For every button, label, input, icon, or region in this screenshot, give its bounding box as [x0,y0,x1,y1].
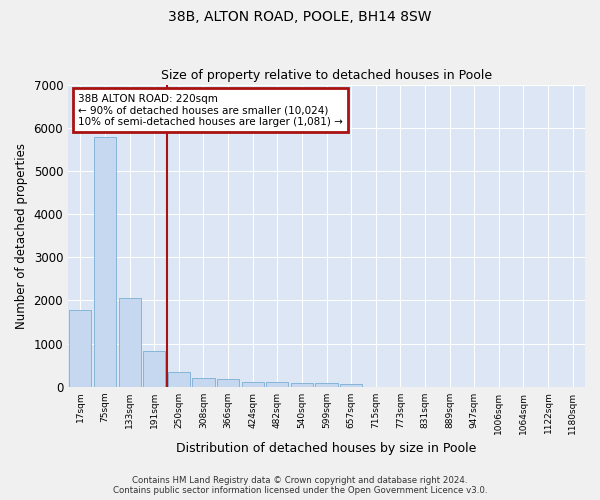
Bar [119,298,140,386]
Bar [217,380,239,386]
Text: 38B ALTON ROAD: 220sqm
← 90% of detached houses are smaller (10,024)
10% of semi: 38B ALTON ROAD: 220sqm ← 90% of detached… [79,94,343,127]
Bar [316,383,338,386]
Y-axis label: Number of detached properties: Number of detached properties [15,142,28,328]
Title: Size of property relative to detached houses in Poole: Size of property relative to detached ho… [161,69,492,82]
Bar [266,382,289,386]
X-axis label: Distribution of detached houses by size in Poole: Distribution of detached houses by size … [176,442,477,455]
Text: Contains HM Land Registry data © Crown copyright and database right 2024.
Contai: Contains HM Land Registry data © Crown c… [113,476,487,495]
Text: 38B, ALTON ROAD, POOLE, BH14 8SW: 38B, ALTON ROAD, POOLE, BH14 8SW [168,10,432,24]
Bar [340,384,362,386]
Bar [94,137,116,386]
Bar [143,352,165,386]
Bar [242,382,264,386]
Bar [69,310,91,386]
Bar [168,372,190,386]
Bar [291,383,313,386]
Bar [193,378,215,386]
